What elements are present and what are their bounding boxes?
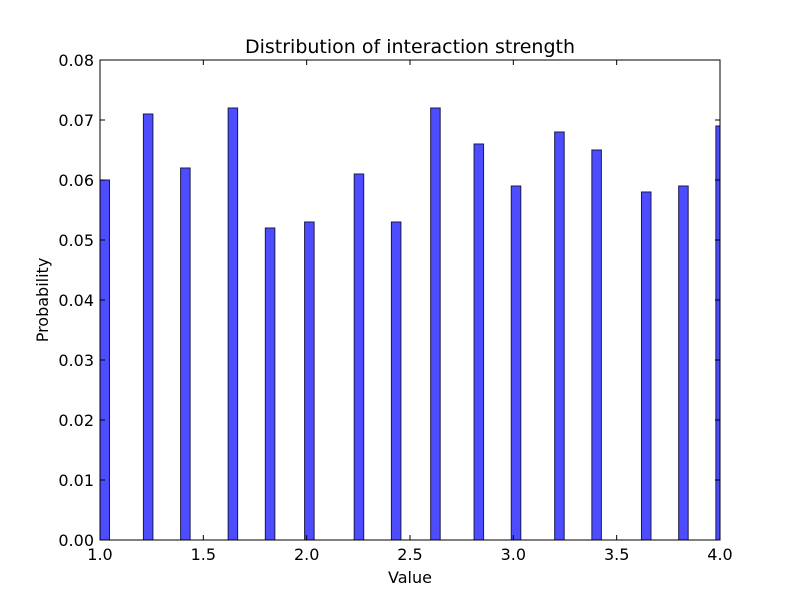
y-tick-label: 0.01 [58, 471, 94, 490]
x-tick-label: 1.5 [191, 545, 216, 564]
histogram-bar [554, 131, 565, 541]
x-tick-label: 3.0 [501, 545, 526, 564]
histogram-bar [353, 173, 365, 541]
x-tick-label: 4.0 [707, 545, 732, 564]
y-axis-ticks: 0.00 0.01 0.02 0.03 0.04 0.05 0.06 0.07 0.08 [58, 51, 720, 550]
histogram-bar [430, 107, 441, 541]
histogram-bar [264, 227, 276, 541]
histogram-bar [678, 185, 689, 541]
y-tick-label: 0.02 [58, 411, 94, 430]
x-tick-label: 3.5 [604, 545, 629, 564]
x-axis-ticks: 1.0 1.5 2.0 2.5 3.0 3.5 4.0 [87, 60, 733, 564]
chart-title: Distribution of interaction strength [245, 36, 575, 58]
histogram-bar [715, 125, 721, 541]
y-tick-label: 0.03 [58, 351, 94, 370]
histogram-bar [142, 113, 154, 541]
histogram-bar [510, 185, 522, 541]
histogram-bar [227, 107, 239, 541]
histogram-bar [591, 149, 602, 541]
histogram-bar [304, 221, 315, 541]
histogram-bar [473, 143, 485, 541]
x-tick-label: 1.0 [87, 545, 112, 564]
histogram-bar [390, 221, 402, 541]
x-tick-label: 2.0 [294, 545, 319, 564]
y-tick-label: 0.05 [58, 231, 94, 250]
y-tick-label: 0.07 [58, 111, 94, 130]
histogram-bar [640, 191, 652, 541]
x-axis-label: Value [388, 568, 432, 587]
y-tick-label: 0.04 [58, 291, 94, 310]
histogram-bar [180, 167, 191, 541]
y-tick-label: 0.00 [58, 531, 94, 550]
y-tick-label: 0.06 [58, 171, 94, 190]
y-tick-label: 0.08 [58, 51, 94, 70]
y-axis-label: Probability [33, 258, 52, 343]
x-tick-label: 2.5 [397, 545, 422, 564]
